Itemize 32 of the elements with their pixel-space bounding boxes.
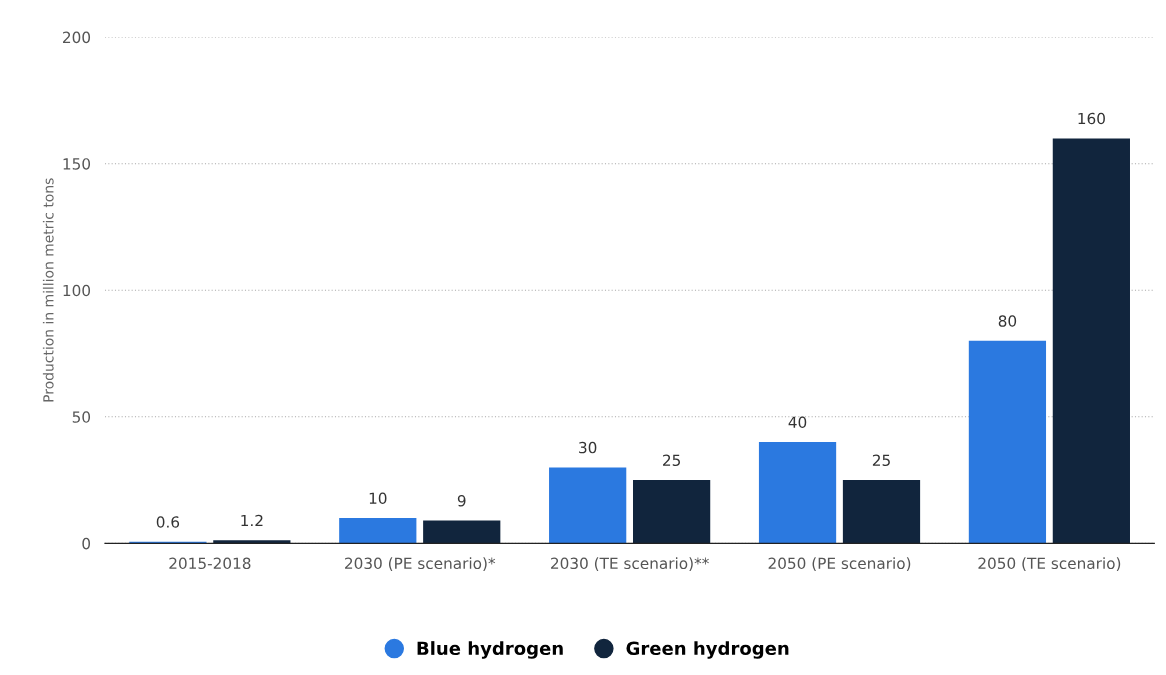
bar xyxy=(968,340,1047,544)
bar xyxy=(1052,138,1130,544)
data-label: 40 xyxy=(788,416,807,429)
y-tick-label: 0 xyxy=(82,537,91,550)
data-label: 30 xyxy=(579,441,597,454)
y-tick-label: 50 xyxy=(72,411,91,423)
y-tick-label: 100 xyxy=(63,284,91,297)
data-label: 25 xyxy=(663,454,680,467)
data-label: 80 xyxy=(998,315,1017,327)
x-tick-label: 2050 (PE scenario) xyxy=(768,557,911,571)
y-tick-label: 150 xyxy=(63,158,91,170)
bar xyxy=(633,480,711,544)
bar xyxy=(423,520,501,544)
data-label: 10 xyxy=(369,492,387,504)
data-label: 9 xyxy=(457,494,466,507)
legend-label: Green hydrogen xyxy=(626,641,789,659)
y-axis-title: Production in million metric tons xyxy=(42,178,54,402)
bar xyxy=(842,480,921,544)
data-label: 1.2 xyxy=(241,514,263,527)
x-tick-label: 2015-2018 xyxy=(169,557,251,570)
bar xyxy=(758,442,837,544)
bar xyxy=(549,467,627,544)
x-tick-label: 2030 (TE scenario)** xyxy=(551,557,709,571)
legend-label: Blue hydrogen xyxy=(417,641,563,659)
data-label: 0.6 xyxy=(156,516,180,528)
y-tick-label: 200 xyxy=(63,31,91,44)
bar xyxy=(213,540,291,544)
x-tick-label: 2050 (TE scenario) xyxy=(978,557,1121,571)
data-label: 160 xyxy=(1078,112,1105,125)
data-label: 25 xyxy=(872,454,890,467)
bar xyxy=(339,518,417,544)
x-tick-label: 2030 (PE scenario)* xyxy=(345,557,496,571)
